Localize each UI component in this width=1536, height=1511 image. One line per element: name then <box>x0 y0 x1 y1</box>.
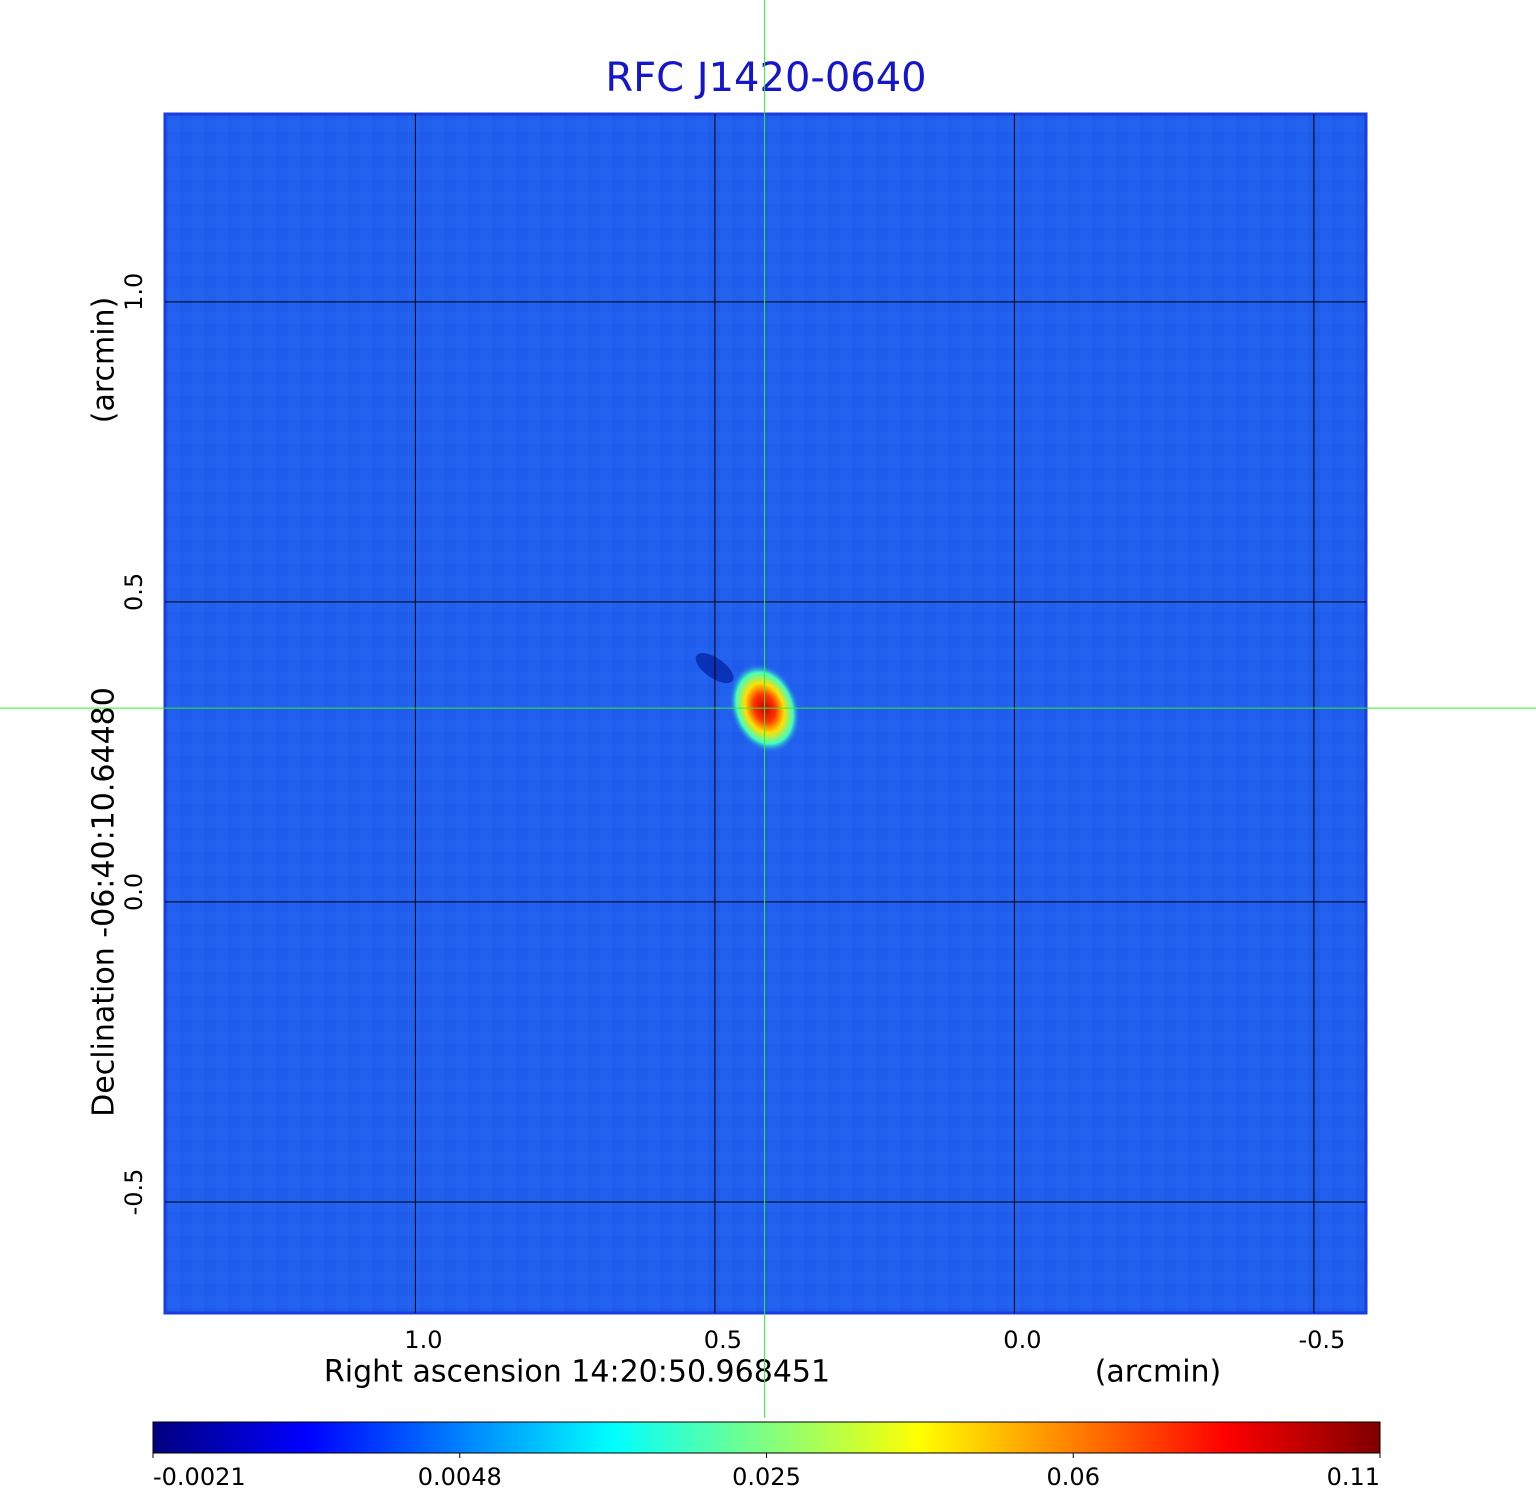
y-tick-label: 0.0 <box>120 873 148 911</box>
x-tick-label: -0.5 <box>1298 1326 1345 1354</box>
image-border <box>163 112 1368 1315</box>
y-tick-label: 1.0 <box>120 273 148 311</box>
colorbar-tick-label: -0.0021 <box>153 1463 246 1491</box>
x-axis-label: Right ascension 14:20:50.968451 <box>324 1355 830 1390</box>
colorbar <box>152 1421 1381 1454</box>
colorbar-tick-label: 0.0048 <box>418 1463 502 1491</box>
y-axis-label: Declination -06:40:10.64480 <box>87 687 122 1117</box>
x-axis-unit: (arcmin) <box>1095 1355 1222 1390</box>
x-tick-label: 0.0 <box>1003 1326 1041 1354</box>
chart-title: RFC J1420-0640 <box>605 55 926 101</box>
y-tick-label: -0.5 <box>120 1169 148 1216</box>
colorbar-tick-label: 0.06 <box>1047 1463 1100 1491</box>
colorbar-tick-label: 0.11 <box>1327 1463 1380 1491</box>
x-tick-label: 0.5 <box>704 1326 742 1354</box>
y-axis-unit: (arcmin) <box>87 297 122 424</box>
y-tick-label: 0.5 <box>120 573 148 611</box>
x-tick-label: 1.0 <box>404 1326 442 1354</box>
colorbar-tick-label: 0.025 <box>732 1463 801 1491</box>
